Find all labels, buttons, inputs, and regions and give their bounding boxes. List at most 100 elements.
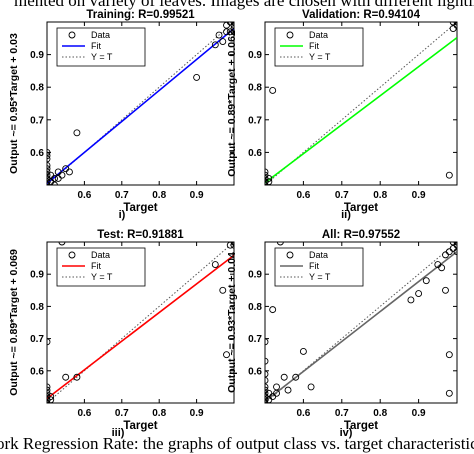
- y-tick-label: 0.8: [30, 83, 44, 94]
- data-point: [445, 351, 453, 359]
- data-point: [265, 357, 269, 365]
- data-point: [215, 31, 223, 39]
- legend-entry: Data: [91, 250, 110, 260]
- data-point: [299, 348, 307, 355]
- data-point: [265, 389, 269, 397]
- data-point: [445, 389, 453, 397]
- x-tick-label: 0.9: [190, 408, 204, 419]
- data-point: [226, 22, 234, 26]
- y-tick-label: 0.8: [30, 302, 44, 313]
- data-point: [230, 28, 234, 36]
- plot-content: [265, 242, 457, 403]
- legend-entry: Fit: [91, 41, 101, 51]
- data-point: [307, 383, 315, 391]
- x-tick-label: 0.8: [152, 408, 166, 419]
- plot-content: [47, 242, 234, 403]
- data-point: [407, 296, 415, 304]
- x-tick-label: 0.9: [412, 408, 426, 419]
- plot-content: [265, 22, 457, 185]
- subfigure-label: iv): [340, 427, 353, 439]
- chart-title: Training: R=0.99521: [86, 9, 195, 21]
- y-tick-label: 0.6: [248, 148, 262, 159]
- y-tick-label: 0.6: [248, 366, 262, 377]
- data-point: [47, 152, 51, 160]
- legend-entry: Data: [309, 30, 328, 40]
- data-point: [223, 22, 230, 29]
- data-point: [51, 181, 58, 185]
- data-point: [47, 171, 51, 179]
- legend-data-marker: [286, 251, 294, 259]
- identity-line: [47, 22, 234, 185]
- data-point: [273, 383, 280, 391]
- legend-box: [274, 27, 364, 67]
- data-point: [47, 178, 51, 185]
- x-tick-label: 0.8: [373, 190, 387, 201]
- data-point: [265, 370, 269, 378]
- data-point: [230, 242, 234, 249]
- y-tick-label: 0.8: [248, 83, 262, 94]
- y-tick-label: 0.6: [30, 148, 44, 159]
- data-point: [284, 386, 292, 394]
- y-axis-label: Output ~= 0.93*Target + 0.04: [226, 252, 238, 393]
- data-point: [269, 87, 277, 94]
- y-tick-label: 0.6: [30, 366, 44, 377]
- legend-data-marker: [68, 251, 76, 259]
- legend-entry: Y = T: [91, 272, 113, 282]
- data-point: [265, 175, 273, 182]
- legend-data-marker: [286, 31, 294, 39]
- data-point: [449, 22, 457, 26]
- data-point: [219, 38, 227, 46]
- data-point: [47, 383, 51, 391]
- data-point: [47, 165, 51, 173]
- data-point: [47, 393, 55, 401]
- data-point: [445, 171, 453, 179]
- data-point: [58, 242, 66, 246]
- legend-entry: Y = T: [91, 52, 113, 62]
- y-tick-label: 0.7: [30, 334, 44, 345]
- y-tick-label: 0.9: [248, 50, 262, 61]
- data-point: [449, 242, 457, 246]
- data-point: [73, 373, 81, 381]
- legend-entry: Fit: [309, 261, 319, 271]
- data-point: [193, 73, 201, 81]
- y-axis-label: Output ~= 0.95*Target + 0.03: [8, 33, 20, 174]
- data-point: [438, 264, 446, 272]
- regression-panel-1: Training: R=0.99521 0.6 0.7 0.8 0.9 0.6 0.7 0.8…: [8, 9, 235, 221]
- fit-line: [265, 251, 457, 403]
- data-point: [422, 277, 430, 285]
- data-point: [47, 338, 51, 346]
- plot-content: [47, 22, 234, 185]
- legend-entry: Fit: [309, 41, 319, 51]
- data-point: [47, 396, 55, 403]
- x-tick-label: 0.7: [115, 408, 129, 419]
- x-tick-label: 0.8: [373, 408, 387, 419]
- legend-data-marker: [68, 31, 76, 39]
- y-tick-label: 0.7: [248, 115, 262, 126]
- x-tick-label: 0.6: [296, 190, 310, 201]
- y-tick-label: 0.9: [30, 50, 44, 61]
- subfigure-label: i): [119, 209, 126, 221]
- fit-line: [265, 37, 457, 184]
- regression-panel-4: All: R=0.97552 0.6 0.7 0.8 0.9 0.6 0.7 0.8 0.9 Da…: [226, 229, 458, 439]
- data-point: [442, 286, 449, 294]
- data-point: [276, 242, 284, 246]
- y-axis-label: Output ~= 0.89*Target + 0.069: [8, 249, 20, 396]
- x-axis-label: Target: [123, 420, 157, 432]
- y-tick-label: 0.9: [30, 270, 44, 281]
- x-axis-label: Target: [344, 202, 378, 214]
- legend-box: [274, 247, 364, 287]
- data-point: [415, 290, 423, 297]
- x-tick-label: 0.8: [152, 190, 166, 201]
- legend-entry: Y = T: [309, 52, 331, 62]
- legend-entry: Fit: [91, 261, 101, 271]
- data-point: [47, 148, 51, 156]
- data-point: [211, 261, 219, 268]
- figure-caption-bottom: ork Regression Rate: the graphs of outpu…: [0, 434, 474, 453]
- subfigure-label: ii): [341, 209, 351, 221]
- subfigure-label: iii): [112, 427, 125, 439]
- x-tick-label: 0.9: [412, 190, 426, 201]
- legend-entry: Data: [91, 30, 110, 40]
- data-point: [265, 377, 269, 384]
- x-axis-label: Target: [123, 202, 157, 214]
